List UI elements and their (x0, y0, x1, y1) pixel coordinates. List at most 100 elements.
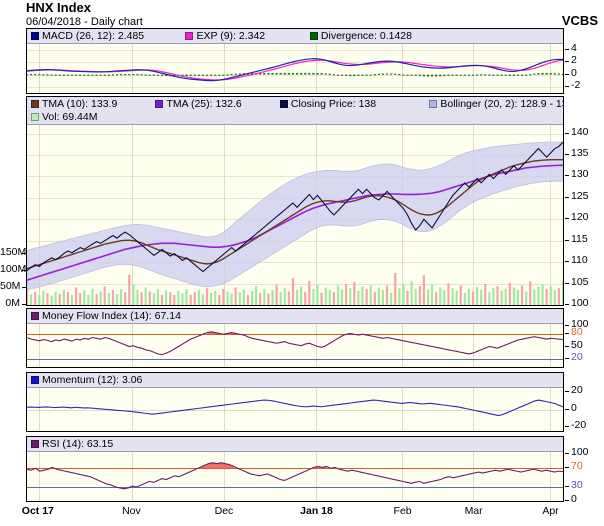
legend-exp: EXP (9): 2.342 (185, 30, 305, 43)
axis-label: 120 (571, 211, 589, 223)
swatch-momentum (31, 376, 39, 384)
axis-tick (565, 409, 569, 410)
axis-tick (565, 500, 569, 501)
momentum-legend: Momentum (12): 3.06 (27, 373, 563, 388)
x-axis-label: Feb (393, 505, 412, 517)
axis-tick (22, 253, 26, 254)
x-axis-label: Apr (542, 505, 559, 517)
axis-tick (565, 218, 569, 219)
axis-label: 0 (571, 67, 577, 79)
legend-bollinger: Bollinger (20, 2): 128.9 - 138 (429, 98, 563, 111)
macd-plot (27, 44, 563, 93)
axis-label: 0 (571, 402, 577, 414)
axis-tick (565, 197, 569, 198)
macd-legend: MACD (26, 12): 2.485 EXP (9): 2.342 Dive… (27, 29, 563, 44)
x-axis-label: Oct 17 (21, 505, 54, 517)
momentum-plot (27, 388, 563, 431)
axis-tick (565, 346, 569, 347)
axis-tick (565, 175, 569, 176)
axis-label: -20 (571, 419, 587, 431)
axis-tick (565, 426, 569, 427)
legend-volume: Vol: 69.44M (31, 111, 97, 124)
rsi-panel[interactable]: RSI (14): 63.15 (26, 436, 564, 502)
price-plot (27, 125, 563, 305)
axis-tick (565, 325, 569, 326)
x-axis: Oct 17 Nov Dec Jan 18 Feb Mar Apr (22, 502, 564, 526)
axis-label: 100 (571, 446, 589, 458)
mfi-plot (27, 324, 563, 367)
axis-label: 135 (571, 147, 589, 159)
axis-label: 20 (571, 351, 583, 363)
axis-label: 100M (0, 263, 27, 275)
axis-tick (565, 391, 569, 392)
axis-tick (565, 283, 569, 284)
page-title: HNX Index (26, 0, 92, 15)
x-axis-label: Mar (464, 505, 483, 517)
mfi-legend: Money Flow Index (14): 67.14 (27, 309, 563, 324)
axis-label: 100 (571, 318, 589, 330)
momentum-panel[interactable]: Momentum (12): 3.06 (26, 372, 564, 432)
axis-label: 150M (0, 246, 27, 258)
axis-tick (22, 304, 26, 305)
legend-rsi: RSI (14): 63.15 (31, 438, 113, 451)
axis-label: 110 (571, 254, 588, 266)
axis-label: 100 (571, 297, 589, 309)
price-panel[interactable]: TMA (10): 133.9 TMA (25): 132.6 Closing … (26, 96, 564, 306)
chart-subtitle: 06/04/2018 - Daily chart (26, 16, 143, 28)
axis-tick (565, 86, 569, 87)
legend-tma25: TMA (25): 132.6 (155, 98, 275, 111)
axis-label: 2 (571, 54, 577, 66)
swatch-mfi (31, 312, 39, 320)
axis-tick (565, 333, 569, 334)
axis-label: 125 (571, 190, 589, 202)
swatch-rsi (31, 440, 39, 448)
swatch-closing-price (279, 100, 288, 108)
macd-panel[interactable]: MACD (26, 12): 2.485 EXP (9): 2.342 Dive… (26, 28, 564, 94)
axis-label: 80 (571, 326, 583, 338)
brand-label: VCBS (561, 13, 598, 28)
axis-tick (22, 270, 26, 271)
swatch-tma10 (31, 100, 39, 108)
axis-label: 50M (0, 280, 21, 292)
price-legend: TMA (10): 133.9 TMA (25): 132.6 Closing … (27, 97, 563, 125)
axis-label: 50 (571, 339, 583, 351)
axis-label: 0M (5, 297, 20, 309)
axis-label: 0 (571, 493, 577, 505)
axis-tick (565, 261, 569, 262)
legend-macd: MACD (26, 12): 2.485 (31, 30, 181, 43)
axis-label: -2 (571, 79, 581, 91)
rsi-legend: RSI (14): 63.15 (27, 437, 563, 452)
axis-label: 30 (571, 479, 583, 491)
axis-label: 130 (571, 168, 589, 180)
axis-label: 20 (571, 384, 583, 396)
axis-label: 115 (571, 233, 588, 245)
axis-tick (565, 486, 569, 487)
axis-tick (565, 74, 569, 75)
swatch-volume (31, 113, 39, 121)
axis-tick (565, 453, 569, 454)
legend-mfi: Money Flow Index (14): 67.14 (31, 310, 181, 323)
legend-divergence: Divergence: 0.1428 (309, 30, 412, 43)
legend-tma10: TMA (10): 133.9 (31, 98, 151, 111)
axis-tick (22, 287, 26, 288)
swatch-tma25 (155, 100, 164, 108)
x-axis-label: Jan 18 (300, 505, 333, 517)
axis-label: 105 (571, 276, 589, 288)
axis-tick (565, 154, 569, 155)
swatch-exp (185, 32, 194, 40)
axis-tick (565, 61, 569, 62)
swatch-divergence (309, 32, 318, 40)
rsi-plot (27, 452, 563, 501)
legend-momentum: Momentum (12): 3.06 (31, 374, 142, 387)
mfi-panel[interactable]: Money Flow Index (14): 67.14 (26, 308, 564, 368)
swatch-bollinger (429, 100, 438, 108)
x-axis-label: Dec (214, 505, 234, 517)
legend-closing-price: Closing Price: 138 (279, 98, 425, 111)
axis-tick (565, 304, 569, 305)
axis-label: 140 (571, 126, 589, 138)
axis-label: 70 (571, 460, 583, 472)
axis-tick (565, 133, 569, 134)
axis-tick (565, 467, 569, 468)
swatch-macd (31, 32, 39, 40)
